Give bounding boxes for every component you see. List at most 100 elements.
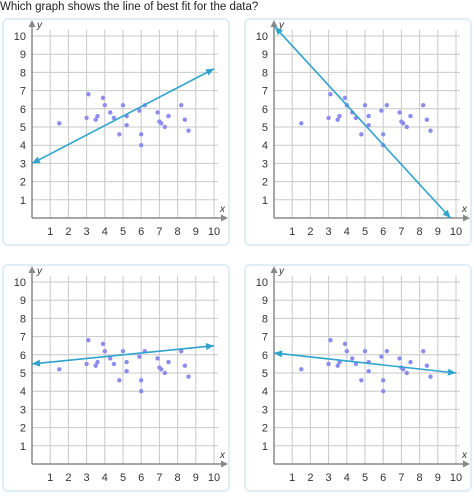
x-tick-label: 6 (380, 226, 386, 238)
data-point (155, 110, 160, 115)
y-tick-label: 3 (20, 404, 26, 416)
data-point (111, 115, 117, 121)
x-tick-label: 1 (289, 472, 295, 484)
data-point (117, 378, 122, 383)
data-point (162, 124, 168, 130)
data-point (366, 122, 371, 128)
data-point (120, 102, 126, 108)
x-tick-label: 1 (289, 226, 295, 238)
data-point (404, 370, 410, 376)
x-tick-label: 2 (307, 226, 313, 238)
y-tick-label: 3 (262, 404, 268, 416)
fit-line-arrow-icon (274, 350, 283, 358)
x-tick-label: 4 (344, 226, 350, 238)
data-point (186, 128, 191, 133)
x-tick-label: 8 (417, 226, 423, 238)
y-tick-label: 1 (20, 441, 26, 453)
y-tick-label: 10 (14, 277, 26, 289)
data-point (124, 359, 129, 365)
x-tick-label: 9 (193, 226, 199, 238)
answer-option-bottom-right[interactable]: 1 2 3 4 5 6 7 8 9 10 1 2 3 4 5 6 7 8 9 10 x y (244, 264, 472, 492)
x-tick-label: 10 (450, 226, 462, 238)
answer-option-top-left[interactable]: 1 2 3 4 5 6 7 8 9 10 1 2 3 4 5 6 7 8 9 10 x y (2, 18, 230, 246)
x-axis-arrow-icon (221, 214, 228, 222)
data-point (335, 363, 340, 368)
data-point (397, 110, 402, 115)
x-tick-label: 5 (362, 226, 368, 238)
y-tick-label: 1 (262, 195, 268, 207)
data-point (95, 113, 100, 119)
data-point (162, 370, 168, 376)
x-tick-label: 7 (398, 472, 404, 484)
x-tick-label: 7 (156, 226, 162, 238)
x-tick-label: 8 (417, 472, 423, 484)
x-tick-label: 6 (138, 472, 144, 484)
x-tick-label: 9 (435, 226, 441, 238)
x-tick-label: 6 (380, 472, 386, 484)
data-point (421, 102, 426, 108)
x-tick-label: 6 (138, 226, 144, 238)
y-tick-label: 7 (20, 86, 26, 98)
fit-line (274, 26, 452, 219)
data-point (57, 367, 62, 372)
data-point (95, 359, 100, 365)
data-point (359, 378, 364, 383)
x-axis-arrow-icon (221, 460, 228, 468)
data-point (328, 92, 333, 97)
x-tick-label: 8 (175, 472, 181, 484)
data-point (362, 348, 368, 354)
data-point (404, 124, 410, 130)
question-text: Which graph shows the line of best fit f… (0, 1, 259, 13)
data-point (328, 338, 333, 343)
x-tick-label: 2 (65, 472, 71, 484)
fit-line (31, 344, 215, 365)
data-point (299, 367, 304, 372)
data-point (401, 367, 406, 372)
data-point (408, 113, 413, 119)
data-point (179, 348, 184, 354)
y-tick-label: 10 (256, 277, 268, 289)
data-point (100, 95, 106, 101)
data-point (86, 92, 91, 97)
data-point (424, 117, 430, 122)
y-tick-label: 9 (262, 295, 268, 307)
data-point (93, 117, 98, 122)
x-tick-label: 9 (435, 472, 441, 484)
data-point (384, 348, 390, 354)
data-point (342, 95, 348, 101)
data-point (84, 115, 89, 121)
answer-option-top-right[interactable]: 1 2 3 4 5 6 7 8 9 10 1 2 3 4 5 6 7 8 9 10 x y (244, 18, 472, 246)
y-tick-label: 4 (262, 140, 268, 152)
data-point (124, 122, 129, 128)
data-point (139, 389, 144, 394)
y-tick-label: 4 (20, 140, 26, 152)
data-point (117, 132, 122, 137)
data-point (139, 132, 144, 137)
data-point (428, 374, 433, 379)
data-point (186, 374, 191, 379)
answer-option-bottom-left[interactable]: 1 2 3 4 5 6 7 8 9 10 1 2 3 4 5 6 7 8 9 10 x y (2, 264, 230, 492)
data-point (299, 121, 304, 126)
data-point (102, 348, 108, 354)
data-point (166, 359, 171, 365)
data-point (100, 341, 106, 347)
y-tick-label: 7 (262, 332, 268, 344)
data-point (379, 108, 384, 113)
data-point (159, 367, 164, 372)
x-tick-label: 2 (307, 472, 313, 484)
data-point (120, 348, 126, 354)
x-tick-label: 7 (156, 472, 162, 484)
data-point (166, 113, 171, 119)
y-tick-label: 5 (20, 368, 26, 380)
x-tick-label: 8 (175, 226, 181, 238)
y-tick-label: 8 (262, 67, 268, 79)
x-tick-label: 10 (208, 226, 220, 238)
data-point (408, 359, 413, 365)
data-point (421, 348, 426, 354)
y-tick-label: 6 (262, 104, 268, 116)
y-axis-label: y (36, 20, 43, 31)
data-point (350, 356, 355, 361)
data-point (381, 378, 386, 383)
